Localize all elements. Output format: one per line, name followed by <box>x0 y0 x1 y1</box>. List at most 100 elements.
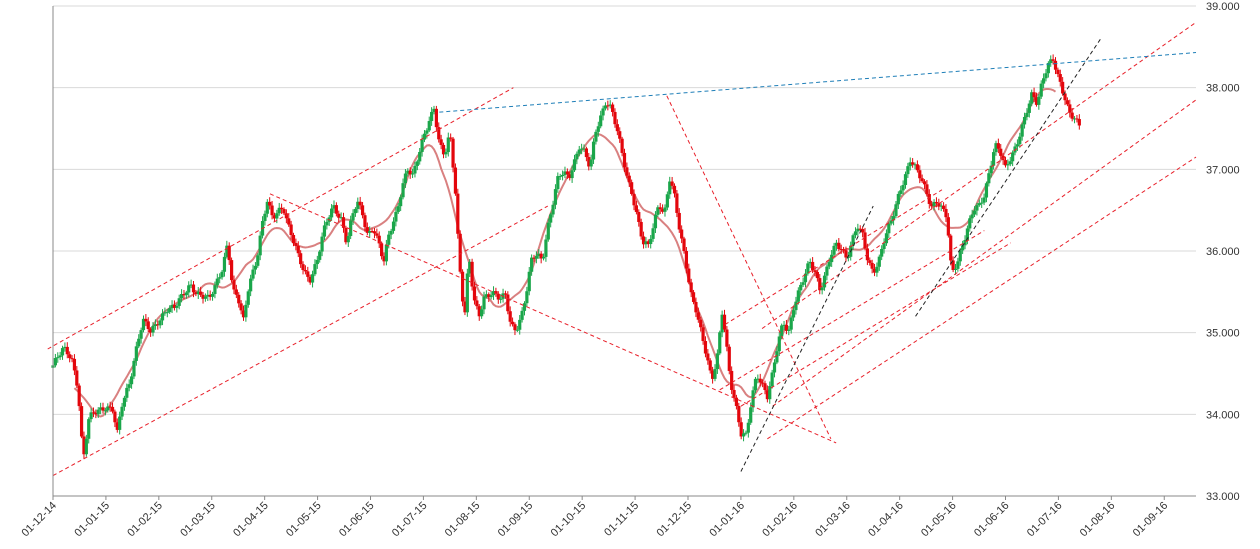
candle-body <box>522 303 527 311</box>
candle-body <box>794 301 798 311</box>
candle-body <box>499 298 503 300</box>
candle-body <box>820 287 824 291</box>
candle-body <box>403 173 408 184</box>
candle-body <box>951 260 955 270</box>
candle-body <box>325 221 329 226</box>
candle-body <box>268 201 272 206</box>
candle-body <box>58 355 62 358</box>
candle-body <box>813 270 817 272</box>
candle-body <box>1070 112 1074 119</box>
candle-body <box>851 235 855 246</box>
candle-body <box>360 205 365 216</box>
candle-body <box>182 294 186 296</box>
candle-body <box>508 311 512 322</box>
trend-line-channel <box>666 95 832 440</box>
candle-body <box>861 229 865 233</box>
candle-body <box>846 256 850 258</box>
candle-body <box>351 213 355 221</box>
candle-body <box>377 235 381 244</box>
candle-body <box>108 406 112 408</box>
x-tick-label: 01-08-15 <box>443 500 483 540</box>
candle-body <box>703 341 708 354</box>
candle-body <box>625 167 629 176</box>
candle-body <box>187 285 191 293</box>
candle-body <box>151 326 155 333</box>
candle-body <box>968 218 972 229</box>
candle-body <box>1058 74 1062 82</box>
candle-body <box>875 266 879 273</box>
candle-body <box>280 207 284 210</box>
candle-body <box>568 174 572 179</box>
candle-body <box>551 204 555 215</box>
candle-body <box>613 111 617 125</box>
candle-body <box>553 189 558 205</box>
candle-body <box>460 271 465 302</box>
candle-body <box>237 294 241 304</box>
trend-line-support_alt <box>915 38 1102 317</box>
candle-body <box>420 139 424 152</box>
candle-body <box>370 231 374 233</box>
candle-body <box>922 181 927 185</box>
candle-body <box>289 224 293 235</box>
candle-body <box>441 144 446 155</box>
candle-body <box>1011 152 1015 162</box>
candle-body <box>129 376 134 385</box>
candle-body <box>201 294 205 299</box>
x-tick-label: 01-05-15 <box>284 500 324 540</box>
x-tick-label: 01-04-16 <box>866 500 906 540</box>
candle-body <box>687 268 691 283</box>
candle-body <box>889 220 893 224</box>
candle-body <box>939 205 943 207</box>
candle-body <box>175 305 179 308</box>
candle-body <box>782 324 786 326</box>
candle-body <box>791 310 796 318</box>
candle-body <box>313 264 317 275</box>
x-tick-label: 01-07-16 <box>1025 500 1065 540</box>
candle-body <box>358 201 362 206</box>
candle-body <box>263 213 267 221</box>
candle-body <box>158 320 162 326</box>
candle-body <box>170 304 174 309</box>
candle-body <box>99 407 103 410</box>
candle-body <box>413 165 417 174</box>
trend-line-resistance <box>439 52 1197 113</box>
x-tick-label: 01-06-15 <box>337 500 377 540</box>
trend-line-channel <box>52 205 549 477</box>
candle-body <box>599 115 603 127</box>
candle-body <box>239 303 243 311</box>
candle-body <box>208 294 212 297</box>
candle-body <box>651 228 655 239</box>
candle-body <box>525 291 529 304</box>
candle-body <box>656 207 660 215</box>
y-tick-label: 34.000 <box>1206 409 1240 421</box>
candle-body <box>299 253 303 265</box>
candle-body <box>708 360 712 371</box>
candle-body <box>713 369 717 379</box>
candle-body <box>1075 118 1079 120</box>
candle-body <box>153 324 157 327</box>
candle-body <box>494 291 498 294</box>
candle-body <box>437 127 441 140</box>
candle-body <box>675 193 679 213</box>
candle-body <box>384 244 388 262</box>
candle-body <box>644 241 648 245</box>
candle-body <box>470 261 474 287</box>
candle-body <box>203 296 207 299</box>
candle-body <box>1018 136 1022 145</box>
candle-body <box>172 304 177 308</box>
candle-body <box>868 260 872 263</box>
candle-body <box>570 170 574 179</box>
candle-body <box>870 262 874 269</box>
candle-body <box>1049 59 1053 64</box>
candle-body <box>115 422 119 430</box>
x-tick-label: 01-09-16 <box>1131 500 1171 540</box>
candle-body <box>1025 112 1029 117</box>
candle-body <box>953 268 958 270</box>
candle-body <box>489 295 493 298</box>
candle-body <box>510 321 515 325</box>
candle-body <box>110 406 115 412</box>
candle-body <box>399 197 403 207</box>
candle-body <box>584 148 588 158</box>
candle-body <box>301 264 305 271</box>
